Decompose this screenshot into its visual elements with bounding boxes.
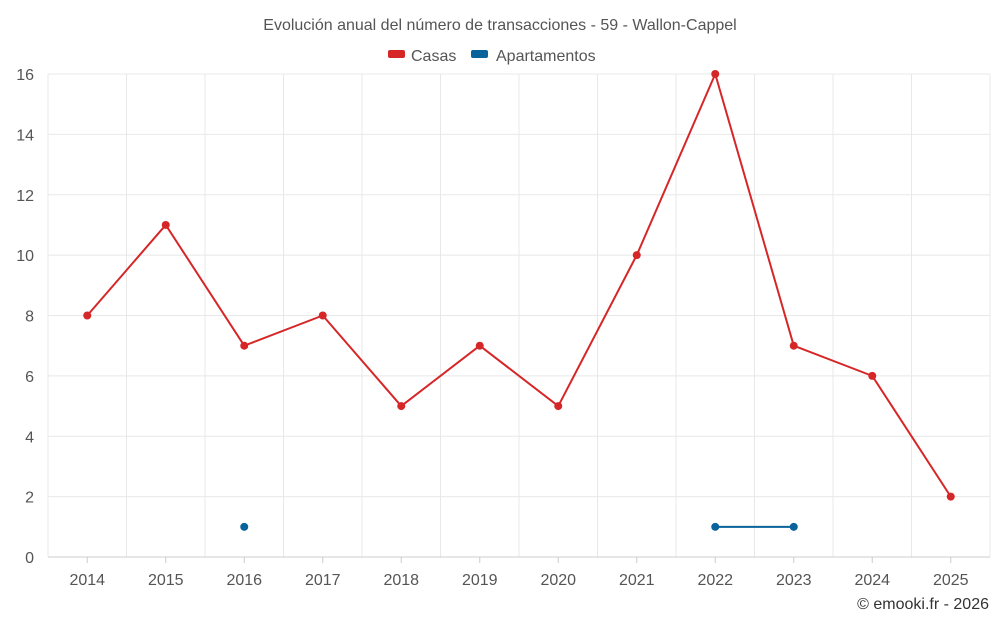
x-tick-label-2017: 2017 <box>305 572 341 589</box>
x-tick-label-2021: 2021 <box>619 572 655 589</box>
y-tick-label-12: 12 <box>16 188 34 205</box>
series-line-casas-0 <box>86 73 952 498</box>
x-tick-label-2016: 2016 <box>226 572 262 589</box>
series <box>83 70 955 531</box>
data-point-apartamentos-2016[interactable] <box>240 522 249 531</box>
legend-label-casas: Casas <box>411 48 456 65</box>
legend-label-apartamentos: Apartamentos <box>496 48 596 65</box>
data-point-apartamentos-2023[interactable] <box>789 522 798 531</box>
data-point-casas-2018[interactable] <box>397 402 406 411</box>
legend-swatch-casas <box>388 50 405 58</box>
data-point-casas-2024[interactable] <box>868 371 877 380</box>
y-tick-label-14: 14 <box>16 127 34 144</box>
x-tick-label-2020: 2020 <box>540 572 576 589</box>
legend-item-apartamentos[interactable]: Apartamentos <box>471 48 596 65</box>
axes: 0 2 4 6 8 10 12 14 16 2014 2015 2016 2017 2018 2019 202… <box>16 67 990 589</box>
y-tick-label-2: 2 <box>25 490 34 507</box>
grid <box>47 73 991 557</box>
x-tick-label-2015: 2015 <box>148 572 184 589</box>
x-tick-label-2019: 2019 <box>462 572 498 589</box>
legend-swatch-apartamentos <box>471 50 488 58</box>
data-point-casas-2015[interactable] <box>161 220 170 229</box>
data-point-casas-2020[interactable] <box>554 402 563 411</box>
x-tick-label-2024: 2024 <box>854 572 890 589</box>
y-tick-label-0: 0 <box>25 550 34 567</box>
data-point-casas-2019[interactable] <box>475 341 484 350</box>
legend: Casas Apartamentos <box>388 48 596 65</box>
data-point-casas-2023[interactable] <box>789 341 798 350</box>
data-point-casas-2014[interactable] <box>83 311 92 320</box>
x-tick-label-2022: 2022 <box>697 572 733 589</box>
data-point-casas-2022[interactable] <box>711 70 720 78</box>
x-tick-label-2023: 2023 <box>776 572 812 589</box>
y-tick-label-8: 8 <box>25 309 34 326</box>
data-point-casas-2016[interactable] <box>240 341 249 350</box>
y-tick-label-4: 4 <box>25 429 34 446</box>
x-tick-label-2025: 2025 <box>933 572 969 589</box>
data-point-casas-2017[interactable] <box>318 311 327 320</box>
data-point-casas-2021[interactable] <box>632 251 641 260</box>
y-tick-label-6: 6 <box>25 369 34 386</box>
y-tick-label-16: 16 <box>16 67 34 84</box>
x-tick-label-2018: 2018 <box>383 572 419 589</box>
x-tick-label-2014: 2014 <box>69 572 105 589</box>
chart-title: Evolución anual del número de transaccio… <box>263 17 736 34</box>
y-tick-label-10: 10 <box>16 248 34 265</box>
data-point-apartamentos-2022[interactable] <box>711 522 720 531</box>
credit-text: © emooki.fr - 2026 <box>857 596 989 613</box>
legend-item-casas[interactable]: Casas <box>388 48 456 65</box>
data-point-casas-2025[interactable] <box>946 492 955 501</box>
